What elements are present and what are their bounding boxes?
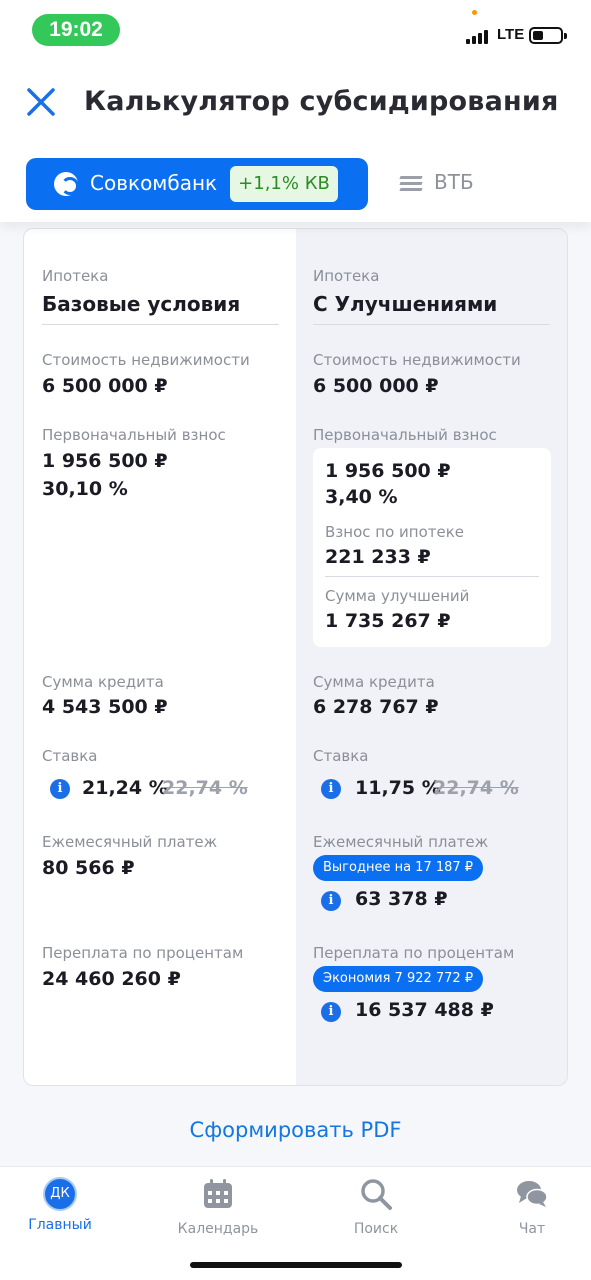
nav-chat[interactable]: Чат [472, 1177, 591, 1237]
improved-overpay-label: Переплата по процентам [313, 944, 515, 962]
close-icon[interactable] [26, 87, 56, 117]
nav-home[interactable]: ДК Главный [0, 1177, 120, 1233]
mortgage-contrib-label: Взнос по ипотеке [325, 523, 465, 541]
improvements-label: Сумма улучшений [325, 587, 470, 605]
sovcombank-logo-icon [54, 172, 79, 196]
comparison-card: Ипотека Базовые условия Стоимость недвиж… [23, 228, 568, 1086]
chat-icon [517, 1181, 548, 1207]
improved-rate-info-icon[interactable]: i [321, 779, 341, 799]
base-overpay-label: Переплата по процентам [42, 944, 244, 962]
status-time: 19:02 [32, 14, 120, 46]
base-overpay-value: 24 460 260 ₽ [42, 968, 181, 990]
base-mortgage-title: Базовые условия [42, 292, 241, 316]
improved-overpay-value: 16 537 488 ₽ [355, 999, 494, 1021]
base-mortgage-label: Ипотека [42, 267, 109, 285]
search-icon [361, 1179, 392, 1210]
improved-rate-label: Ставка [313, 747, 369, 765]
nav-search-label: Поиск [353, 1221, 399, 1237]
base-down-percent: 30,10 % [42, 478, 128, 500]
improved-credit-label: Сумма кредита [313, 673, 435, 691]
base-rate-old: 22,74 % [162, 777, 248, 799]
vtb-logo-icon [399, 176, 423, 192]
avatar: ДК [43, 1177, 77, 1211]
bank-tabs: Совкомбанк +1,1% КВ ВТБ [0, 148, 591, 222]
network-type: LTE [497, 26, 525, 43]
tab-sovcombank[interactable]: Совкомбанк +1,1% КВ [26, 158, 368, 210]
monthly-savings-badge: Выгоднее на 17 187 ₽ [313, 855, 484, 881]
improved-monthly-info-icon[interactable]: i [321, 891, 341, 911]
base-down-value: 1 956 500 ₽ [42, 450, 168, 472]
nav-home-label: Главный [28, 1217, 92, 1233]
improved-down-label: Первоначальный взнос [313, 426, 497, 444]
improved-cost-value: 6 500 000 ₽ [313, 375, 439, 397]
commission-badge: +1,1% КВ [230, 166, 338, 202]
page-title: Калькулятор субсидирования [84, 86, 559, 117]
overpay-savings-badge: Экономия 7 922 772 ₽ [313, 966, 484, 992]
improved-credit-value: 6 278 767 ₽ [313, 696, 439, 718]
improved-mortgage-label: Ипотека [313, 267, 380, 285]
improved-mortgage-title: С Улучшениями [313, 292, 498, 316]
nav-calendar[interactable]: Календарь [158, 1177, 278, 1237]
improved-down-breakdown: 1 956 500 ₽ 3,40 % Взнос по ипотеке 221 … [313, 448, 551, 647]
status-bar: 19:02 LTE [0, 0, 591, 62]
improved-down-percent: 3,40 % [325, 486, 398, 508]
divider [42, 324, 279, 325]
divider [325, 576, 539, 577]
base-rate-value: 21,24 % [82, 777, 168, 799]
improved-column [296, 229, 567, 1085]
base-credit-value: 4 543 500 ₽ [42, 696, 168, 718]
base-cost-value: 6 500 000 ₽ [42, 375, 168, 397]
calendar-icon [204, 1179, 232, 1208]
tab-sovcombank-label: Совкомбанк [90, 171, 218, 195]
nav-search[interactable]: Поиск [316, 1177, 436, 1237]
bottom-nav: ДК Главный Календарь Поиск Чат [0, 1166, 591, 1280]
privacy-indicator-icon [472, 10, 477, 15]
base-rate-label: Ставка [42, 747, 98, 765]
improved-rate-old: 22,74 % [433, 777, 519, 799]
nav-chat-label: Чат [518, 1221, 546, 1237]
improved-down-value: 1 956 500 ₽ [325, 460, 451, 482]
base-credit-label: Сумма кредита [42, 673, 164, 691]
improved-overpay-info-icon[interactable]: i [321, 1002, 341, 1022]
tab-vtb-label: ВТБ [434, 170, 474, 194]
improvements-value: 1 735 267 ₽ [325, 610, 451, 632]
mortgage-contrib-value: 221 233 ₽ [325, 546, 431, 568]
improved-monthly-label: Ежемесячный платеж [313, 833, 489, 851]
improved-monthly-value: 63 378 ₽ [355, 888, 448, 910]
improved-cost-label: Стоимость недвижимости [313, 351, 521, 369]
nav-calendar-label: Календарь [177, 1221, 259, 1237]
base-down-label: Первоначальный взнос [42, 426, 226, 444]
base-cost-label: Стоимость недвижимости [42, 351, 250, 369]
generate-pdf-button[interactable]: Сформировать PDF [189, 1118, 402, 1142]
battery-icon [529, 27, 567, 44]
base-monthly-label: Ежемесячный платеж [42, 833, 218, 851]
signal-icon [466, 28, 490, 44]
header: Калькулятор субсидирования [0, 70, 591, 140]
improved-rate-value: 11,75 % [355, 777, 441, 799]
home-indicator [190, 1262, 402, 1268]
divider [313, 324, 550, 325]
base-rate-info-icon[interactable]: i [50, 779, 70, 799]
base-monthly-value: 80 566 ₽ [42, 857, 135, 879]
